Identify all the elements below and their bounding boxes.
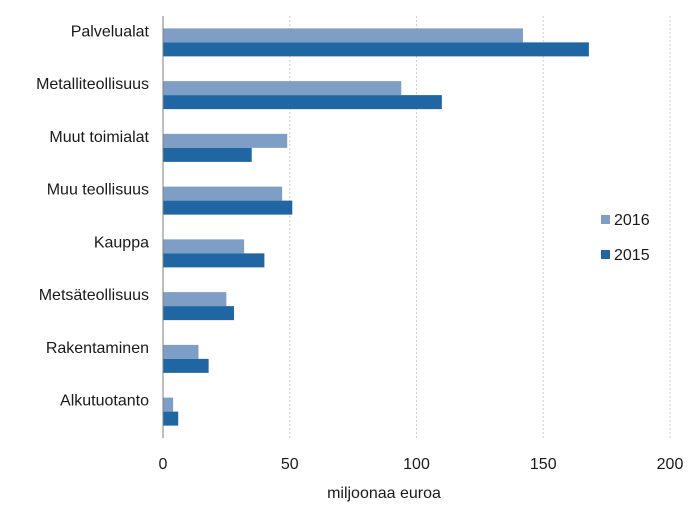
bar-2016-4 (163, 239, 245, 254)
category-labels: Palvelualat Metalliteollisuus Muut toimial… (36, 23, 149, 409)
bar-2016-0 (163, 28, 523, 43)
category-label: Muu teollisuus (47, 182, 149, 199)
bar-2016-6 (163, 344, 199, 359)
bar-2015-2 (163, 147, 252, 162)
x-tick-label: 0 (159, 456, 168, 473)
legend-label-2016: 2016 (614, 212, 650, 229)
bar-2016-2 (163, 133, 288, 148)
bar-2016-5 (163, 292, 227, 307)
bar-2015-5 (163, 306, 234, 321)
bar-2015-4 (163, 253, 265, 268)
legend-label-2015: 2015 (614, 247, 650, 264)
x-tick-label: 150 (530, 456, 557, 473)
category-label: Kauppa (94, 234, 149, 251)
category-label: Palvelualat (71, 23, 150, 40)
bar-2015-0 (163, 42, 589, 57)
bar-2015-7 (163, 411, 179, 426)
legend-swatch-2016 (601, 215, 610, 224)
x-axis-title: miljoonaa euroa (327, 485, 441, 502)
category-label: Metsäteollisuus (39, 287, 149, 304)
bar-2016-1 (163, 81, 402, 96)
x-tick-label: 100 (403, 456, 430, 473)
x-tick-label: 50 (281, 456, 299, 473)
bar-2015-3 (163, 200, 293, 215)
category-label: Muut toimialat (49, 129, 149, 146)
category-label: Alkutuotanto (60, 393, 149, 410)
category-label: Metalliteollisuus (36, 76, 149, 93)
bar-2016-7 (163, 397, 174, 412)
x-tick-label: 200 (657, 456, 684, 473)
x-tick-labels: 0 50 100 150 200 (159, 456, 684, 473)
bar-2015-1 (163, 95, 442, 110)
category-label: Rakentaminen (46, 340, 149, 357)
legend-swatch-2015 (601, 250, 610, 259)
legend: 2016 2015 (601, 212, 650, 264)
bar-2015-6 (163, 358, 209, 373)
gridlines (289, 16, 671, 438)
bars (163, 28, 589, 426)
bar-2016-3 (163, 186, 283, 201)
